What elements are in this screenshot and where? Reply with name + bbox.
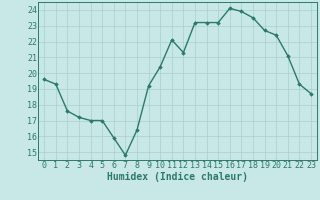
X-axis label: Humidex (Indice chaleur): Humidex (Indice chaleur)	[107, 172, 248, 182]
